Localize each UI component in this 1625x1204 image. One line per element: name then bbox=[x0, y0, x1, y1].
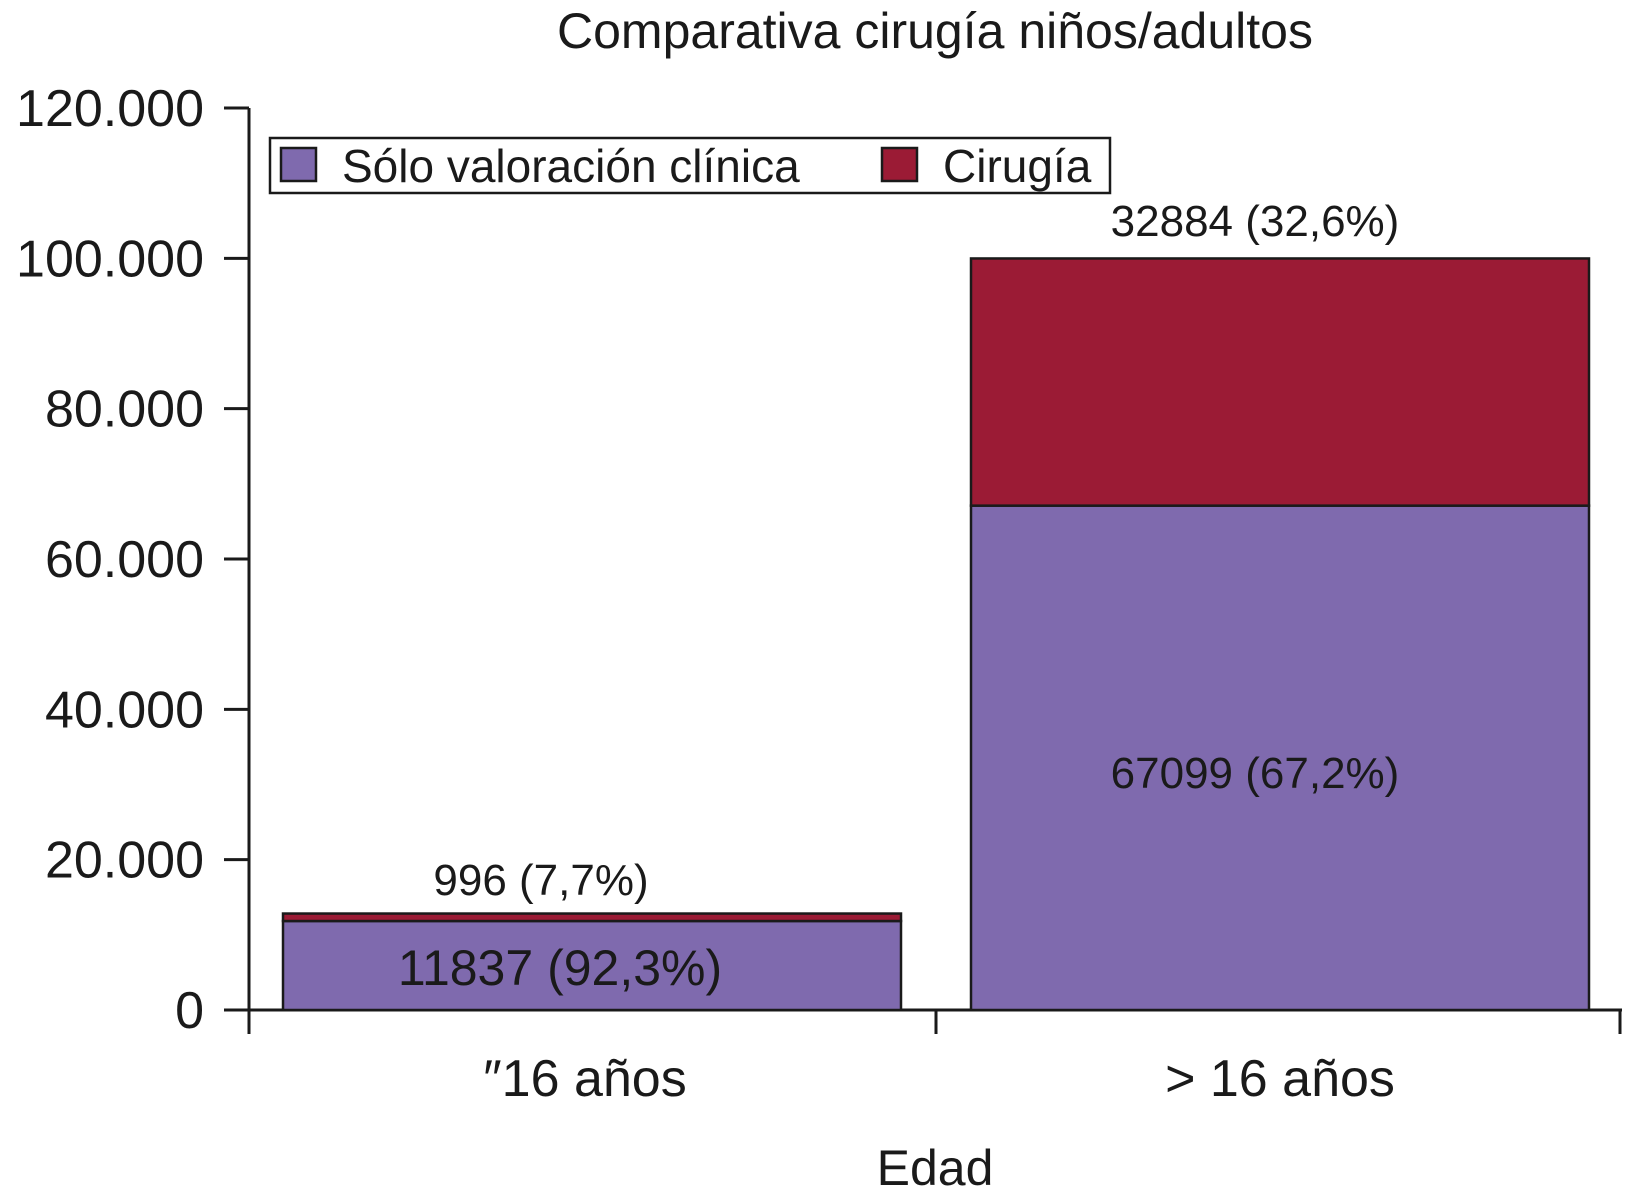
bar-value-label: 996 (7,7%) bbox=[433, 856, 648, 905]
y-tick-label: 120.000 bbox=[16, 80, 204, 138]
y-tick-label: 80.000 bbox=[45, 381, 204, 439]
legend-label: Sólo valoración clínica bbox=[342, 140, 800, 192]
x-category-label: ″16 años bbox=[483, 1050, 686, 1108]
bar-value-label: 67099 (67,2%) bbox=[1111, 749, 1400, 798]
bar-value-labels: 11837 (92,3%) 67099 (67,2%) 996 (7,7%) 3288… bbox=[398, 197, 1399, 996]
y-tick-label: 0 bbox=[175, 982, 204, 1040]
x-category-label: > 16 años bbox=[1165, 1050, 1395, 1108]
y-tick-label: 40.000 bbox=[45, 681, 204, 739]
y-axis-ticks: 0 20.000 40.000 60.000 80.000 100.000 120.000 bbox=[16, 80, 249, 1040]
bar-value-label: 32884 (32,6%) bbox=[1111, 197, 1400, 246]
x-axis-label: Edad bbox=[877, 1140, 994, 1196]
bar-segment-cirugia bbox=[281, 912, 903, 923]
bar-segment-cirugia bbox=[969, 257, 1591, 507]
legend-label: Cirugía bbox=[943, 140, 1092, 192]
y-tick-label: 100.000 bbox=[16, 230, 204, 288]
legend-swatch bbox=[880, 146, 919, 183]
y-tick-label: 60.000 bbox=[45, 531, 204, 589]
bars bbox=[281, 257, 1591, 1012]
bar-segment-valoracion bbox=[969, 504, 1591, 1012]
legend: Sólo valoración clínica Cirugía bbox=[268, 136, 1112, 195]
chart-title: Comparativa cirugía niños/adultos bbox=[557, 3, 1313, 59]
legend-swatch bbox=[279, 146, 318, 183]
y-tick-label: 20.000 bbox=[45, 832, 204, 890]
bar-value-label: 11837 (92,3%) bbox=[398, 940, 722, 996]
bar-segment-valoracion bbox=[281, 919, 903, 1012]
legend-box bbox=[268, 136, 1112, 195]
x-axis-categories: ″16 años > 16 años bbox=[483, 1050, 1395, 1108]
